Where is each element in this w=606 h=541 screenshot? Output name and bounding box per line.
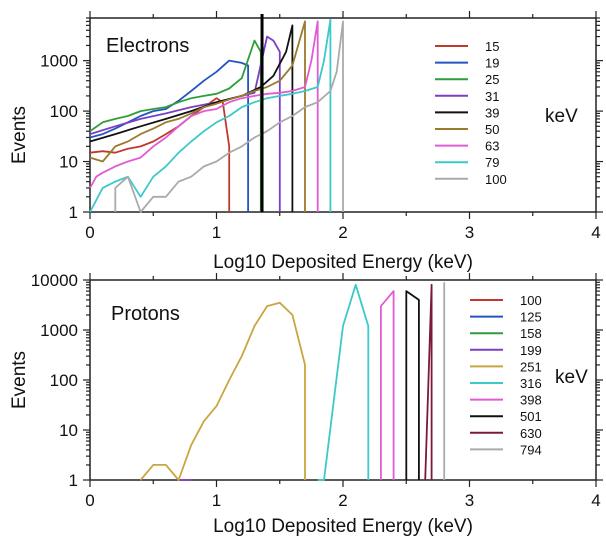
protons-legend-label-316: 316 (520, 376, 542, 391)
protons-legend-unit: keV (555, 367, 588, 388)
electrons-legend-label-50: 50 (485, 122, 499, 137)
protons-x-axis-title: Log10 Deposited Energy (keV) (213, 516, 473, 537)
protons-series (139, 282, 446, 481)
electrons-legend-label-100: 100 (485, 172, 507, 187)
protons-legend-label-199: 199 (520, 343, 542, 358)
electrons-series-19-line (89, 59, 249, 212)
protons-legend-label-125: 125 (520, 310, 542, 325)
electrons-y-tick-label: 10 (59, 153, 78, 172)
electrons-y-tick-label: 1000 (40, 52, 78, 71)
electrons-ticks (83, 11, 603, 219)
protons-series-398-line (380, 290, 395, 480)
electrons-x-tick-label: 0 (85, 223, 94, 242)
electrons-y-tick-label: 1 (69, 203, 78, 222)
electrons-panel-title: Electrons (106, 35, 189, 57)
protons-series-501-line (405, 290, 420, 480)
electrons-y-axis-title: Events (9, 106, 30, 164)
electrons-x-tick-label: 1 (212, 223, 221, 242)
electrons-y-tick-labels: 1 10 100 1000 (40, 52, 78, 222)
electrons-series-25-line (89, 39, 262, 212)
protons-y-tick-label: 10000 (31, 271, 78, 290)
electrons-series-50-line (89, 20, 306, 212)
electrons-legend-label-79: 79 (485, 155, 499, 170)
protons-x-tick-label: 4 (591, 491, 600, 510)
electrons-series-79-line (89, 18, 332, 213)
protons-legend-label-630: 630 (520, 426, 542, 441)
electrons-y-tick-label: 100 (50, 102, 78, 121)
protons-x-tick-label: 3 (465, 491, 474, 510)
electrons-legend-label-25: 25 (485, 72, 499, 87)
electrons-legend-label-15: 15 (485, 39, 499, 54)
electrons-series (89, 18, 344, 213)
protons-y-tick-label: 100 (50, 371, 78, 390)
electrons-legend-label-39: 39 (485, 105, 499, 120)
protons-y-tick-label: 10 (59, 421, 78, 440)
protons-series-316-line (317, 283, 370, 481)
electrons-series-63-line (89, 20, 319, 212)
protons-legend-label-398: 398 (520, 393, 542, 408)
electrons-series-100-line (114, 20, 344, 213)
electrons-legend-unit: keV (545, 106, 578, 127)
protons-x-tick-label: 0 (85, 491, 94, 510)
electrons-legend-label-19: 19 (485, 56, 499, 71)
electrons-x-axis-title: Log10 Deposited Energy (keV) (213, 252, 473, 273)
protons-series-630-line (424, 283, 433, 481)
protons-panel-title: Protons (111, 303, 180, 325)
protons-y-axis-title: Events (9, 351, 30, 409)
protons-y-tick-label: 1000 (40, 321, 78, 340)
electrons-x-tick-label: 4 (591, 223, 600, 242)
electrons-legend-label-63: 63 (485, 139, 499, 154)
protons-legend-label-794: 794 (520, 442, 542, 457)
protons-x-tick-label: 2 (338, 491, 347, 510)
protons-series-251-line (139, 301, 306, 481)
electrons-x-tick-label: 3 (465, 223, 474, 242)
protons-legend-label-251: 251 (520, 359, 542, 374)
protons-x-tick-label: 1 (212, 491, 221, 510)
protons-y-tick-labels: 1 10 100 1000 10000 (31, 271, 78, 490)
protons-y-tick-label: 1 (69, 471, 78, 490)
electrons-x-tick-labels: 0 1 2 3 4 (85, 223, 600, 242)
protons-legend-label-158: 158 (520, 326, 542, 341)
protons-legend-label-501: 501 (520, 409, 542, 424)
electrons-x-tick-label: 2 (338, 223, 347, 242)
protons-ticks (83, 273, 603, 487)
protons-x-tick-labels: 0 1 2 3 4 (85, 491, 600, 510)
protons-legend-label-100: 100 (520, 293, 542, 308)
electrons-legend-label-31: 31 (485, 89, 499, 104)
